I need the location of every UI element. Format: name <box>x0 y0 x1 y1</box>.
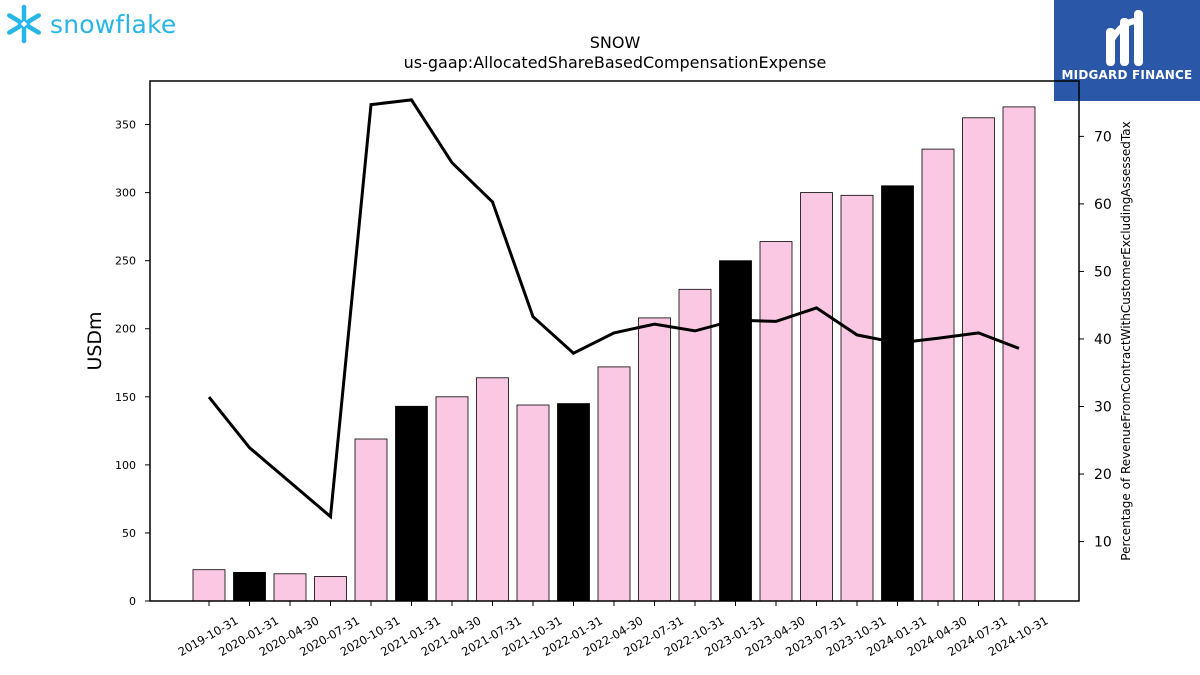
bar <box>273 573 307 602</box>
y-tick-label: 100 <box>115 459 136 472</box>
bar <box>516 404 550 602</box>
y2-tick-label: 70 <box>1094 129 1112 145</box>
bar <box>192 569 226 602</box>
y-tick-label: 350 <box>115 119 136 132</box>
y-tick-label: 50 <box>122 527 136 540</box>
y-tick-label: 150 <box>115 391 136 404</box>
y-tick-label: 250 <box>115 255 136 268</box>
bar <box>557 403 590 602</box>
y2-axis-label: Percentage of RevenueFromContractWithCus… <box>1119 121 1133 560</box>
bar <box>638 317 671 602</box>
midgard-logo-icon <box>1106 10 1143 66</box>
y2-tick-label: 20 <box>1094 467 1112 483</box>
snowflake-logo: snowflake <box>4 4 176 44</box>
bar <box>597 366 631 602</box>
y2-tick-label: 30 <box>1094 400 1112 416</box>
bar <box>314 576 347 602</box>
y-tick-label: 0 <box>129 595 136 608</box>
bar <box>921 148 955 602</box>
y2-tick-label: 10 <box>1094 535 1112 551</box>
y-axis-label: USDm <box>84 311 106 370</box>
y2-tick-label: 40 <box>1094 332 1112 348</box>
midgard-logo-text: MIDGARD FINANCE <box>1061 68 1193 82</box>
percentage-line <box>207 98 1020 520</box>
bar <box>395 405 428 602</box>
snowflake-icon <box>7 4 41 44</box>
bar <box>476 377 509 602</box>
chart-title: SNOW <box>590 33 641 52</box>
bar <box>435 396 469 602</box>
snowflake-logo-text: snowflake <box>50 9 177 39</box>
plot-frame <box>149 80 1080 602</box>
bar <box>678 288 712 602</box>
bar <box>962 117 995 602</box>
bar <box>800 192 833 602</box>
bar <box>719 260 752 602</box>
y2-tick-label: 50 <box>1094 264 1112 280</box>
y-tick-label: 200 <box>115 323 136 336</box>
bar <box>233 572 266 602</box>
plot-area: 050100150200250300350102030405060702019-… <box>115 98 1112 659</box>
chart-subtitle: us-gaap:AllocatedShareBasedCompensationE… <box>404 53 827 72</box>
bar <box>840 194 874 602</box>
y-tick-label: 300 <box>115 187 136 200</box>
bar <box>354 438 388 602</box>
y2-tick-label: 60 <box>1094 197 1112 213</box>
bar <box>1002 106 1036 602</box>
bar <box>759 241 793 602</box>
bar <box>881 185 914 602</box>
